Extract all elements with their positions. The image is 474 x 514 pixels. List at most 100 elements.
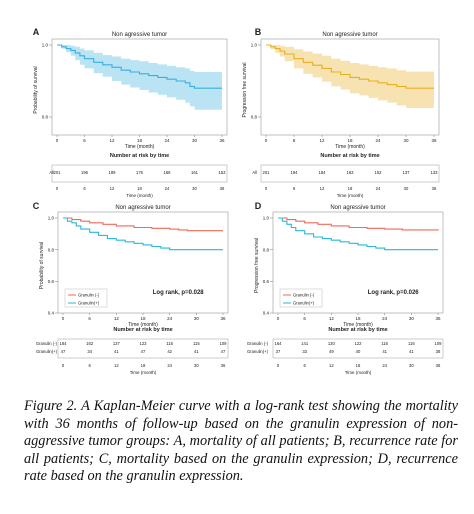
- risk-x-tick-c-3: 18: [141, 363, 146, 368]
- risk-value-a-0-0: 201: [54, 170, 62, 175]
- panel-letter-a: A: [33, 27, 40, 37]
- x-tick-label-c-0: 0: [62, 316, 65, 321]
- risk-value-d-1-2: 49: [329, 349, 334, 354]
- x-tick-label-b-6: 36: [431, 138, 437, 143]
- risk-x-tick-b-1: 6: [293, 186, 296, 191]
- risk-value-a-0-1: 196: [81, 170, 89, 175]
- risk-x-tick-b-6: 36: [432, 186, 437, 191]
- risk-x-label-d: Time (month): [345, 370, 372, 375]
- survival-curve-c-1: [63, 217, 223, 251]
- y-axis-label-b: Progression free survival: [242, 62, 248, 117]
- figure-caption: Figure 2. A Kaplan-Meier curve with a lo…: [24, 398, 458, 486]
- risk-value-b-0-2: 184: [319, 170, 327, 175]
- risk-value-c-0-0: 184: [60, 341, 68, 346]
- x-tick-label-a-3: 18: [137, 138, 143, 143]
- panel-letter-b: B: [255, 27, 262, 37]
- risk-value-c-0-3: 123: [140, 341, 148, 346]
- risk-value-d-1-6: 38: [436, 349, 441, 354]
- risk-table-title-d: Number at risk by time: [328, 327, 387, 333]
- risk-value-a-0-5: 161: [191, 170, 199, 175]
- x-tick-label-b-2: 12: [319, 138, 325, 143]
- risk-row-label-d-0: Granulin (-): [247, 341, 269, 346]
- risk-value-d-0-4: 116: [381, 341, 388, 346]
- risk-row-label-c-0: Granulin (-): [36, 341, 58, 346]
- risk-x-tick-a-1: 6: [83, 186, 86, 191]
- risk-x-tick-d-6: 36: [436, 363, 441, 368]
- risk-value-b-0-1: 194: [291, 170, 299, 175]
- y-tick-label-c-2: 0.6: [48, 279, 55, 284]
- y-tick-label-c-0: 1.0: [48, 216, 55, 221]
- risk-x-tick-a-4: 24: [165, 186, 170, 191]
- x-tick-label-d-5: 30: [409, 316, 415, 321]
- ci-band-a-0: [57, 45, 222, 110]
- x-tick-label-c-1: 6: [88, 316, 91, 321]
- risk-value-c-1-6: 47: [221, 349, 226, 354]
- risk-value-d-0-2: 130: [328, 341, 336, 346]
- risk-row-label-c-1: Granulin(+): [36, 349, 58, 354]
- x-axis-label-a: Time (month): [125, 144, 155, 150]
- x-tick-label-b-1: 6: [293, 138, 296, 143]
- y-tick-label-c-1: 0.8: [48, 247, 55, 252]
- risk-table-frame-c: [57, 338, 229, 359]
- risk-x-label-c: Time (month): [130, 370, 157, 375]
- x-axis-label-c: Time (month): [128, 322, 158, 328]
- risk-value-d-0-3: 122: [355, 341, 363, 346]
- risk-x-tick-a-2: 12: [110, 186, 115, 191]
- x-axis-label-d: Time (month): [343, 322, 373, 328]
- chart-title-c: Non agressive tumor: [115, 205, 170, 211]
- survival-curve-c-0: [63, 217, 223, 232]
- risk-value-c-0-4: 116: [166, 341, 173, 346]
- y-tick-label-d-3: 0.4: [263, 311, 270, 316]
- risk-x-tick-d-2: 12: [329, 363, 334, 368]
- chart-title-a: Non agressive tumor: [112, 32, 167, 38]
- y-tick-label-b-0: 1.0: [251, 43, 258, 48]
- panel-letter-d: D: [255, 201, 262, 211]
- y-tick-label-d-2: 0.6: [263, 279, 270, 284]
- survival-curve-a-0: [57, 44, 222, 89]
- risk-value-c-0-1: 162: [86, 341, 94, 346]
- x-tick-label-d-3: 18: [355, 316, 361, 321]
- risk-value-d-1-3: 40: [356, 349, 361, 354]
- y-tick-label-c-3: 0.4: [48, 311, 55, 316]
- risk-value-b-0-6: 133: [431, 170, 439, 175]
- risk-value-c-1-2: 41: [114, 349, 119, 354]
- risk-value-a-0-4: 166: [164, 170, 172, 175]
- risk-value-c-0-6: 109: [220, 341, 228, 346]
- risk-table-frame-a: [51, 164, 228, 183]
- risk-value-d-0-1: 141: [301, 341, 309, 346]
- x-tick-label-a-1: 6: [83, 138, 86, 143]
- x-tick-label-d-4: 24: [382, 316, 388, 321]
- risk-x-tick-a-6: 36: [220, 186, 225, 191]
- risk-row-label-d-1: Granulin(+): [247, 349, 269, 354]
- risk-value-c-1-0: 47: [61, 349, 66, 354]
- risk-x-tick-b-2: 12: [320, 186, 325, 191]
- risk-x-tick-c-1: 6: [88, 363, 91, 368]
- risk-row-label-a-0: All: [49, 170, 54, 175]
- chart-title-b: Non agressive tumor: [322, 32, 377, 38]
- y-tick-label-d-1: 0.8: [263, 247, 270, 252]
- risk-value-c-1-1: 34: [87, 349, 92, 354]
- risk-x-tick-c-5: 30: [194, 363, 199, 368]
- risk-table-frame-d: [272, 338, 444, 359]
- log-rank-annotation-c: Log rank, p=0.028: [153, 290, 205, 296]
- survival-curve-b-0: [266, 44, 434, 89]
- risk-x-tick-d-3: 18: [356, 363, 361, 368]
- risk-x-tick-b-5: 30: [404, 186, 409, 191]
- x-tick-label-d-0: 0: [277, 316, 280, 321]
- risk-table-frame-b: [260, 164, 440, 183]
- risk-value-a-0-3: 176: [136, 170, 144, 175]
- y-tick-label-b-1: 0.8: [251, 115, 258, 120]
- risk-x-tick-a-5: 30: [192, 186, 197, 191]
- x-tick-label-a-2: 12: [109, 138, 115, 143]
- x-tick-label-a-5: 30: [192, 138, 198, 143]
- risk-value-b-0-0: 201: [263, 170, 271, 175]
- y-axis-label-d: Progression free survival: [254, 238, 260, 293]
- y-axis-label-c: Probability of survival: [39, 242, 45, 289]
- y-tick-label-d-0: 1.0: [263, 216, 270, 221]
- risk-value-d-1-1: 33: [302, 349, 307, 354]
- caption-label: Figure 2.: [24, 398, 78, 414]
- risk-x-tick-c-6: 36: [221, 363, 226, 368]
- x-tick-label-b-5: 30: [403, 138, 409, 143]
- chart-title-d: Non agressive tumor: [330, 205, 385, 211]
- risk-value-d-1-4: 41: [382, 349, 387, 354]
